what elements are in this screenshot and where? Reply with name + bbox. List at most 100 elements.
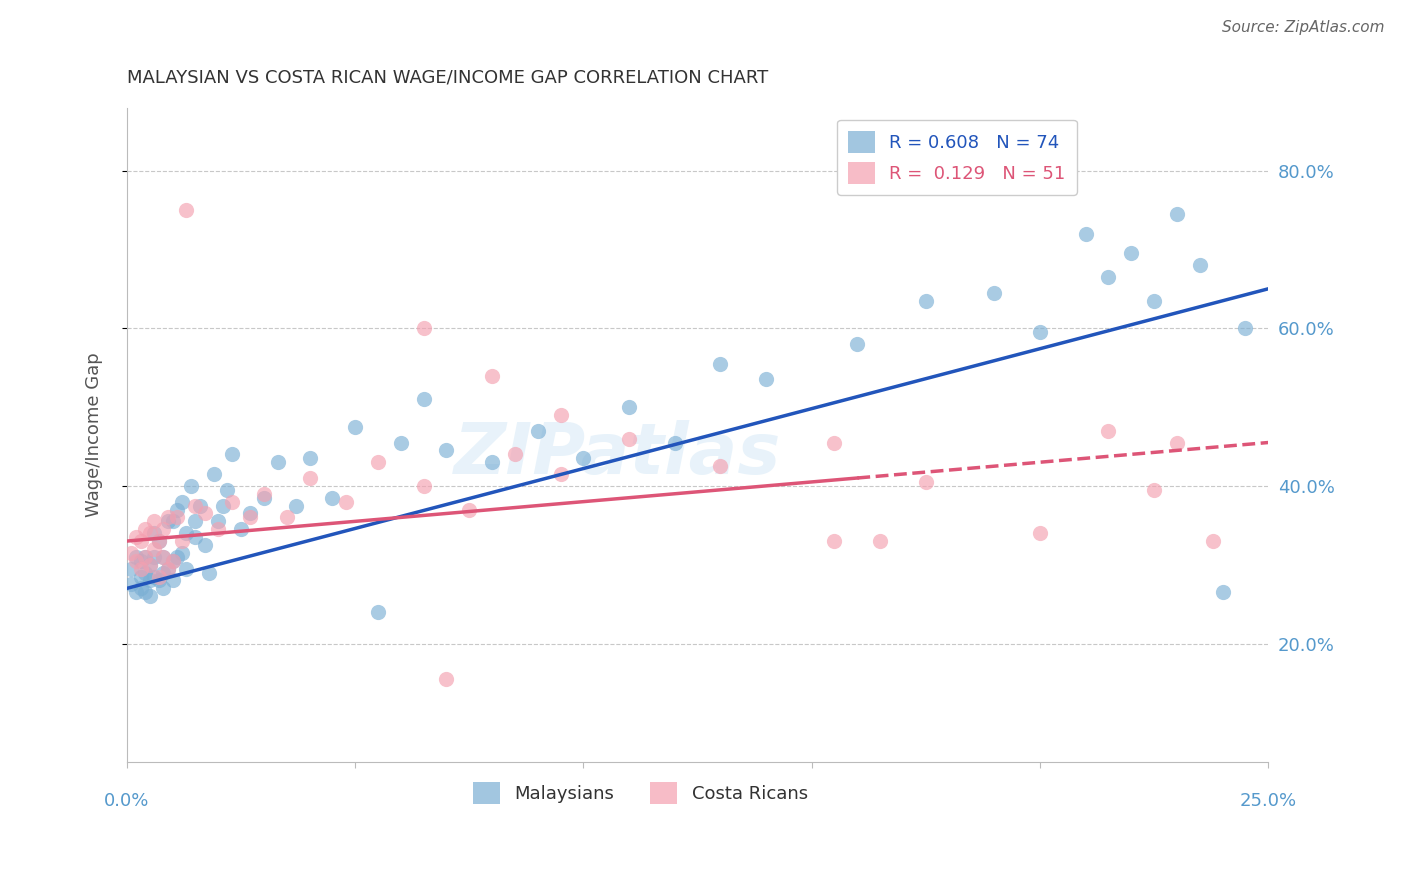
Point bbox=[221, 494, 243, 508]
Point bbox=[170, 494, 193, 508]
Point bbox=[389, 435, 412, 450]
Point bbox=[1143, 293, 1166, 308]
Point bbox=[193, 538, 215, 552]
Point bbox=[166, 502, 188, 516]
Point bbox=[617, 400, 640, 414]
Point bbox=[253, 491, 276, 505]
Point bbox=[824, 534, 846, 549]
Point bbox=[138, 558, 160, 572]
Point bbox=[207, 522, 229, 536]
Point bbox=[138, 558, 160, 572]
Point bbox=[211, 499, 233, 513]
Legend: Malaysians, Costa Ricans: Malaysians, Costa Ricans bbox=[465, 775, 815, 812]
Point bbox=[125, 585, 148, 599]
Point bbox=[572, 451, 595, 466]
Point bbox=[143, 549, 166, 564]
Point bbox=[266, 455, 288, 469]
Point bbox=[138, 589, 160, 603]
Point bbox=[174, 202, 197, 217]
Point bbox=[1188, 258, 1211, 272]
Point bbox=[152, 582, 174, 596]
Point bbox=[1029, 526, 1052, 541]
Point bbox=[193, 507, 215, 521]
Point bbox=[276, 510, 298, 524]
Point bbox=[134, 549, 156, 564]
Point bbox=[481, 455, 503, 469]
Point bbox=[202, 467, 225, 481]
Point bbox=[166, 510, 188, 524]
Point bbox=[239, 510, 262, 524]
Point bbox=[298, 471, 321, 485]
Point bbox=[217, 483, 239, 497]
Point bbox=[138, 526, 160, 541]
Point bbox=[134, 549, 156, 564]
Point bbox=[143, 514, 166, 528]
Point bbox=[229, 522, 252, 536]
Point bbox=[152, 566, 174, 580]
Point bbox=[184, 514, 207, 528]
Point bbox=[198, 566, 221, 580]
Point bbox=[503, 447, 526, 461]
Point bbox=[184, 530, 207, 544]
Point bbox=[1121, 246, 1143, 260]
Point bbox=[188, 499, 211, 513]
Point bbox=[550, 467, 572, 481]
Point bbox=[125, 549, 148, 564]
Point bbox=[156, 561, 179, 575]
Point bbox=[709, 357, 731, 371]
Point bbox=[180, 479, 202, 493]
Point bbox=[121, 546, 143, 560]
Point bbox=[152, 549, 174, 564]
Point bbox=[148, 534, 170, 549]
Point bbox=[170, 534, 193, 549]
Point bbox=[152, 522, 174, 536]
Point bbox=[914, 293, 936, 308]
Point bbox=[162, 554, 184, 568]
Text: 0.0%: 0.0% bbox=[104, 792, 149, 810]
Text: 25.0%: 25.0% bbox=[1240, 792, 1296, 810]
Y-axis label: Wage/Income Gap: Wage/Income Gap bbox=[86, 352, 103, 517]
Point bbox=[298, 451, 321, 466]
Point bbox=[129, 582, 152, 596]
Point bbox=[1166, 207, 1188, 221]
Point bbox=[458, 502, 481, 516]
Point bbox=[617, 432, 640, 446]
Point bbox=[412, 321, 434, 335]
Point bbox=[335, 494, 357, 508]
Point bbox=[1202, 534, 1225, 549]
Point bbox=[1029, 325, 1052, 339]
Point bbox=[367, 605, 389, 619]
Point bbox=[253, 487, 276, 501]
Point bbox=[221, 447, 243, 461]
Point bbox=[143, 526, 166, 541]
Point bbox=[846, 337, 869, 351]
Point bbox=[526, 424, 548, 438]
Point bbox=[134, 522, 156, 536]
Text: MALAYSIAN VS COSTA RICAN WAGE/INCOME GAP CORRELATION CHART: MALAYSIAN VS COSTA RICAN WAGE/INCOME GAP… bbox=[127, 69, 768, 87]
Point bbox=[125, 530, 148, 544]
Point bbox=[148, 534, 170, 549]
Point bbox=[121, 561, 143, 575]
Point bbox=[709, 459, 731, 474]
Point bbox=[412, 392, 434, 407]
Point bbox=[138, 574, 160, 588]
Point bbox=[129, 561, 152, 575]
Point bbox=[983, 285, 1005, 300]
Point bbox=[1143, 483, 1166, 497]
Point bbox=[174, 561, 197, 575]
Point bbox=[143, 541, 166, 556]
Point bbox=[367, 455, 389, 469]
Point bbox=[914, 475, 936, 489]
Point bbox=[1234, 321, 1257, 335]
Text: ZIPatlas: ZIPatlas bbox=[454, 420, 782, 489]
Point bbox=[174, 526, 197, 541]
Point bbox=[412, 479, 434, 493]
Point bbox=[344, 419, 367, 434]
Point bbox=[481, 368, 503, 383]
Point bbox=[162, 514, 184, 528]
Point bbox=[166, 549, 188, 564]
Point bbox=[755, 372, 778, 386]
Point bbox=[824, 435, 846, 450]
Point bbox=[125, 554, 148, 568]
Point bbox=[1211, 585, 1233, 599]
